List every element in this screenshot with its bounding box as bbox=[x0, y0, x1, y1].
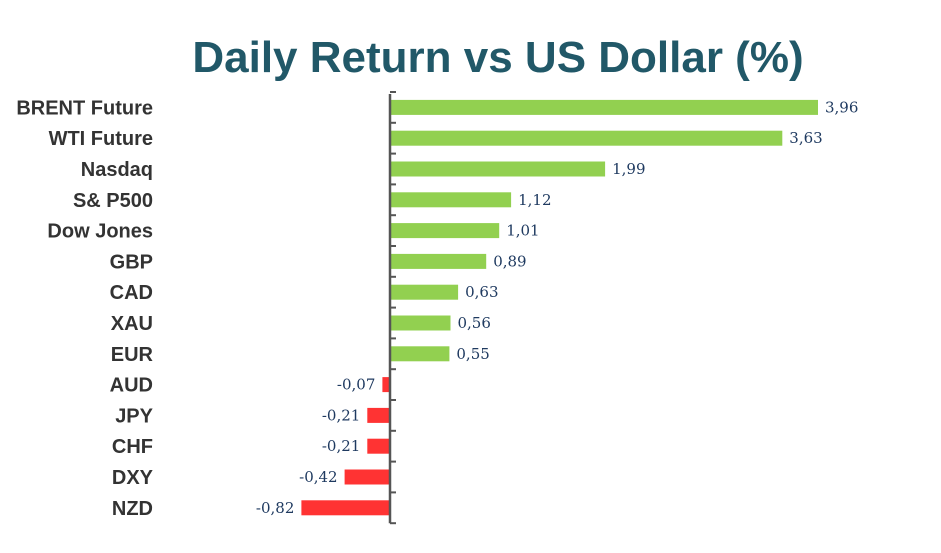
value-labels: 3,963,63 1,99 1,12 1,01 0,89 0,63 0,56 0,55 -0,0… bbox=[256, 98, 858, 516]
value-label: -0,42 bbox=[299, 468, 337, 486]
category-label: WTI Future bbox=[49, 128, 153, 150]
value-label: 0,55 bbox=[456, 345, 489, 363]
category-label: CAD bbox=[110, 282, 153, 304]
bar-cad bbox=[390, 284, 459, 300]
value-label: -0,21 bbox=[322, 437, 360, 455]
category-label: JPY bbox=[115, 405, 153, 427]
category-label: GBP bbox=[110, 251, 153, 273]
y-axis bbox=[388, 91, 396, 525]
value-label: -0,82 bbox=[256, 499, 294, 517]
category-label: Dow Jones bbox=[47, 221, 153, 243]
bar-dow-jones bbox=[390, 223, 500, 239]
bar-s-p500 bbox=[390, 192, 512, 208]
bar-jpy bbox=[367, 407, 390, 423]
category-label: XAU bbox=[111, 313, 153, 335]
category-label: CHF bbox=[112, 436, 153, 458]
category-label: EUR bbox=[111, 344, 154, 366]
bar-aud bbox=[382, 377, 390, 393]
bar-dxy bbox=[344, 469, 390, 485]
bar-nasdaq bbox=[390, 161, 606, 177]
bar-eur bbox=[390, 346, 450, 362]
value-label: 0,63 bbox=[465, 283, 498, 301]
category-label: DXY bbox=[112, 467, 154, 489]
value-label: 1,12 bbox=[518, 191, 551, 209]
bar-nzd bbox=[301, 500, 390, 516]
category-label: NZD bbox=[112, 498, 153, 520]
value-label: 3,63 bbox=[789, 129, 822, 147]
value-label: -0,07 bbox=[337, 376, 375, 394]
bar-brent-future bbox=[390, 99, 818, 115]
value-label: 3,96 bbox=[825, 98, 858, 116]
value-label: 0,89 bbox=[493, 252, 526, 270]
chart-title: Daily Return vs US Dollar (%) bbox=[192, 33, 803, 82]
category-label: BRENT Future bbox=[16, 97, 153, 119]
bar-xau bbox=[390, 315, 451, 331]
bars-group bbox=[301, 99, 818, 516]
category-labels: BRENT Future WTI Future Nasdaq S& P500 Dow J… bbox=[16, 97, 153, 519]
value-label: 1,01 bbox=[506, 222, 539, 240]
category-label: S& P500 bbox=[73, 190, 153, 212]
category-label: AUD bbox=[110, 375, 153, 397]
category-label: Nasdaq bbox=[81, 159, 153, 181]
value-label: -0,21 bbox=[322, 406, 360, 424]
bar-chf bbox=[367, 438, 390, 454]
value-label: 0,56 bbox=[458, 314, 491, 332]
bar-gbp bbox=[390, 253, 487, 269]
bar-wti-future bbox=[390, 130, 783, 146]
value-label: 1,99 bbox=[612, 160, 645, 178]
